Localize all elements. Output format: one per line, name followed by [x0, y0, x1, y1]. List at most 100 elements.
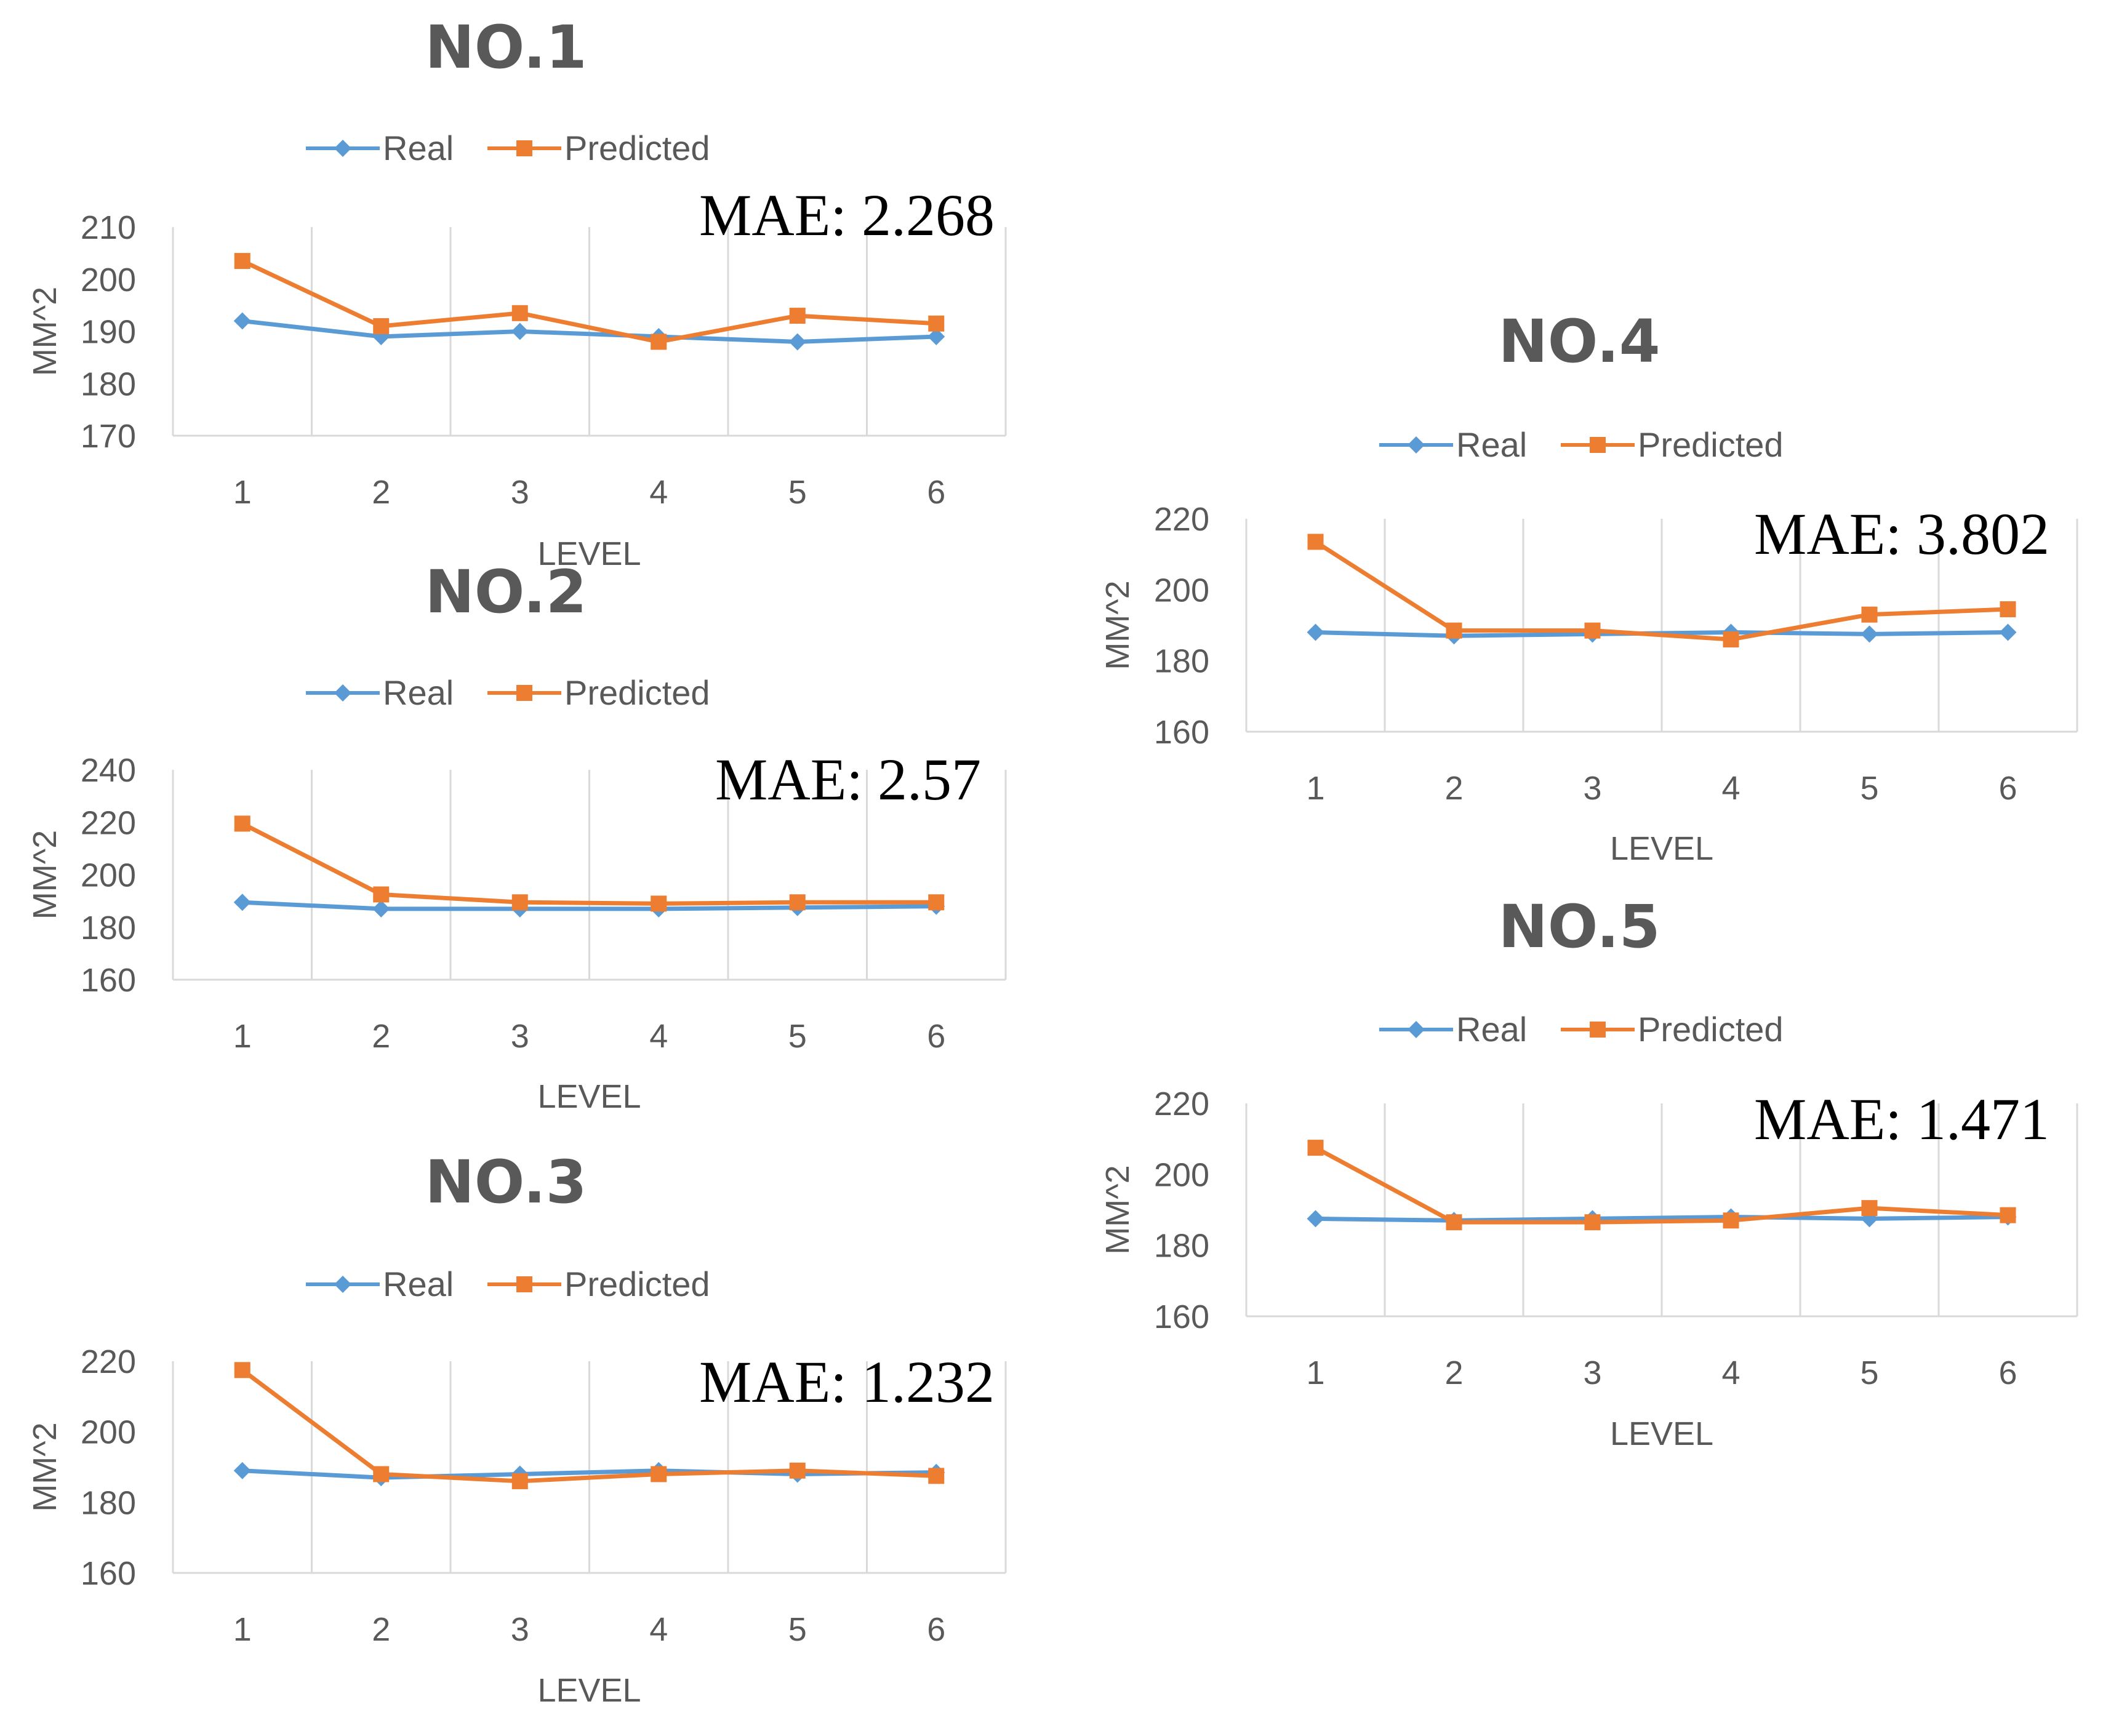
- real-point: [233, 312, 251, 330]
- predicted-point: [789, 1462, 806, 1479]
- y-tick-label: 200: [81, 857, 136, 894]
- x-tick-label: 2: [372, 1611, 390, 1648]
- mae-annotation: MAE: 1.232: [699, 1349, 995, 1415]
- mae-annotation: MAE: 2.57: [715, 746, 981, 812]
- legend-marker-predicted: [516, 1276, 532, 1292]
- y-tick-label: 200: [1154, 1156, 1209, 1193]
- predicted-point: [1723, 1212, 1739, 1229]
- predicted-line: [241, 1368, 937, 1484]
- predicted-point: [2000, 1207, 2016, 1223]
- series-predicted: [234, 815, 945, 912]
- real-point: [511, 322, 529, 340]
- y-tick-label: 160: [81, 962, 136, 999]
- x-tick-label: 2: [1444, 770, 1463, 807]
- legend-label-predicted: Predicted: [564, 129, 710, 167]
- predicted-point: [511, 1473, 528, 1489]
- y-axis-title: MM^2: [26, 1422, 63, 1511]
- predicted-point: [1307, 534, 1324, 550]
- y-tick-label: 180: [1154, 1228, 1209, 1265]
- legend-label-predicted: Predicted: [564, 1265, 710, 1303]
- mae-annotation: MAE: 2.268: [699, 182, 995, 248]
- chart-title: NO.1: [425, 13, 587, 82]
- y-tick-label: 180: [81, 1484, 136, 1521]
- legend-label-real: Real: [1456, 425, 1527, 464]
- x-axis-title: LEVEL: [1610, 830, 1713, 867]
- predicted-point: [511, 305, 528, 321]
- predicted-line: [1314, 1146, 2008, 1225]
- predicted-point: [511, 894, 528, 911]
- x-axis-title: LEVEL: [1610, 1415, 1713, 1452]
- y-tick-label: 160: [81, 1555, 136, 1592]
- x-axis-title: LEVEL: [537, 1672, 641, 1709]
- chart-5: NO.5 Real Predicted 220 200 180 160 1 2 3 4 5 6 LEVEL…: [1099, 892, 2078, 1452]
- x-tick-label: 2: [1444, 1354, 1463, 1391]
- x-tick-label: 1: [1306, 1354, 1324, 1391]
- real-point: [1307, 1210, 1324, 1228]
- chart-1: NO.1 Real Predicted 210 200 190 180 170 1 2 3 4 5 6 LE…: [26, 13, 1007, 572]
- legend: Real Predicted: [306, 129, 710, 167]
- y-tick-label: 220: [81, 804, 136, 841]
- legend-marker-real: [1408, 436, 1425, 454]
- y-tick-label: 190: [81, 314, 136, 351]
- mae-annotation: MAE: 1.471: [1754, 1086, 2049, 1152]
- y-tick-label: 220: [1154, 501, 1209, 538]
- series-predicted: [234, 253, 945, 350]
- predicted-point: [651, 1466, 667, 1482]
- real-point: [788, 333, 806, 351]
- x-tick-label: 1: [233, 1611, 252, 1648]
- x-tick-label: 4: [649, 1018, 668, 1055]
- predicted-point: [789, 308, 806, 324]
- real-point: [372, 900, 390, 918]
- chart-3: NO.3 Real Predicted 220 200 180 160 1 2 3 4 5 6 LEVEL…: [26, 1148, 1007, 1709]
- y-tick-label: 220: [1154, 1086, 1209, 1122]
- x-tick-label: 5: [788, 1018, 807, 1055]
- x-tick-label: 4: [1721, 770, 1740, 807]
- chart-4: NO.4 Real Predicted 220 200 180 160 1 2 3 4 5 6 LEVEL…: [1099, 307, 2078, 867]
- x-tick-label: 6: [1998, 770, 2017, 807]
- series-predicted: [1307, 534, 2016, 648]
- legend-label-predicted: Predicted: [1638, 1010, 1784, 1049]
- legend: Real Predicted: [1379, 425, 1784, 464]
- predicted-point: [234, 253, 250, 270]
- series-predicted: [234, 1362, 945, 1489]
- legend-label-predicted: Predicted: [1638, 425, 1784, 464]
- real-line: [1315, 1215, 2008, 1223]
- x-tick-label: 2: [372, 1018, 390, 1055]
- predicted-point: [234, 815, 250, 832]
- series-predicted: [1307, 1140, 2016, 1231]
- predicted-point: [651, 334, 667, 350]
- y-tick-label: 200: [81, 262, 136, 298]
- y-tick-label: 160: [1154, 1298, 1209, 1335]
- legend-label-real: Real: [383, 673, 454, 712]
- predicted-point: [373, 886, 390, 903]
- x-tick-label: 6: [927, 1611, 945, 1648]
- y-tick-label: 200: [81, 1414, 136, 1451]
- x-tick-label: 1: [1306, 770, 1324, 807]
- real-point: [1999, 623, 2017, 641]
- predicted-point: [1861, 1200, 1878, 1217]
- predicted-point: [789, 894, 806, 911]
- gridlines: [311, 227, 1007, 436]
- predicted-point: [1307, 1140, 1324, 1156]
- y-tick-label: 180: [1154, 643, 1209, 680]
- y-tick-label: 180: [81, 366, 136, 402]
- x-tick-label: 1: [233, 474, 252, 511]
- predicted-point: [373, 318, 390, 335]
- legend: Real Predicted: [1379, 1010, 1784, 1049]
- y-tick-label: 180: [81, 910, 136, 946]
- real-line: [242, 900, 937, 911]
- predicted-point: [928, 315, 945, 332]
- predicted-point: [928, 894, 945, 911]
- y-axis-title: MM^2: [1099, 580, 1136, 670]
- y-tick-label: 240: [81, 752, 136, 789]
- y-tick-label: 220: [81, 1343, 136, 1380]
- x-tick-label: 3: [511, 1018, 529, 1055]
- predicted-point: [1584, 1214, 1601, 1231]
- legend-marker-real: [334, 684, 351, 702]
- predicted-point: [928, 1468, 945, 1484]
- y-tick-label: 170: [81, 418, 136, 455]
- gridlines: [1384, 1103, 2078, 1316]
- legend-marker-predicted: [516, 685, 532, 701]
- y-tick-label: 160: [1154, 714, 1209, 751]
